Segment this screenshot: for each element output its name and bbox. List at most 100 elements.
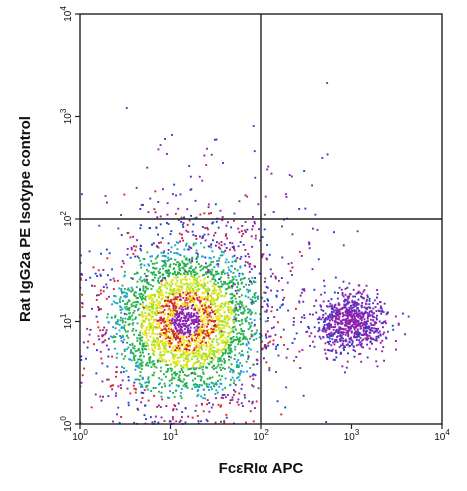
- event-dot: [350, 325, 353, 327]
- event-dot: [158, 272, 160, 274]
- event-dot: [326, 334, 328, 336]
- event-dot: [89, 328, 92, 331]
- event-dot: [249, 326, 252, 329]
- event-dot: [188, 246, 191, 249]
- event-dot: [114, 314, 117, 317]
- event-dot: [213, 286, 216, 289]
- event-dot: [374, 322, 377, 325]
- event-dot: [344, 338, 347, 341]
- event-dot: [240, 328, 243, 330]
- event-dot: [167, 299, 170, 302]
- event-dot: [157, 201, 160, 203]
- event-dot: [264, 277, 267, 280]
- event-dot: [332, 315, 335, 317]
- event-dot: [139, 371, 142, 373]
- event-dot: [177, 325, 180, 328]
- event-dot: [328, 337, 331, 340]
- event-dot: [301, 288, 304, 291]
- event-dot: [355, 310, 358, 313]
- event-dot: [215, 315, 217, 318]
- event-dot: [133, 309, 136, 312]
- event-dot: [219, 209, 222, 212]
- event-dot: [339, 312, 342, 315]
- event-dot: [195, 367, 198, 369]
- event-dot: [236, 257, 239, 259]
- event-dot: [119, 309, 122, 311]
- event-dot: [223, 315, 226, 318]
- event-dot: [172, 272, 174, 275]
- event-dot: [194, 286, 197, 289]
- event-dot: [173, 372, 175, 375]
- event-dot: [348, 306, 351, 309]
- event-dot: [147, 263, 150, 266]
- event-dot: [230, 363, 233, 366]
- event-dot: [210, 361, 213, 364]
- event-dot: [171, 376, 174, 379]
- event-dot: [183, 265, 186, 268]
- event-dot: [170, 230, 173, 233]
- event-dot: [319, 337, 322, 340]
- event-dot: [223, 346, 226, 349]
- event-dot: [154, 295, 156, 298]
- event-dot: [323, 324, 326, 326]
- event-dot: [217, 403, 220, 406]
- event-dot: [344, 328, 347, 331]
- event-dot: [179, 319, 181, 322]
- event-dot: [368, 299, 371, 302]
- event-dot: [163, 328, 166, 330]
- event-dot: [189, 314, 192, 317]
- event-dot: [87, 340, 90, 343]
- event-dot: [361, 339, 364, 342]
- event-dot: [119, 335, 121, 337]
- event-dot: [203, 363, 205, 365]
- event-dot: [161, 386, 163, 389]
- event-dot: [334, 340, 337, 343]
- event-dot: [351, 306, 354, 309]
- event-dot: [220, 273, 223, 275]
- event-dot: [195, 257, 198, 260]
- event-dot: [340, 322, 342, 325]
- event-dot: [291, 274, 293, 276]
- event-dot: [285, 356, 288, 359]
- event-dot: [352, 313, 355, 316]
- event-dot: [132, 235, 134, 238]
- event-dot: [369, 336, 372, 339]
- event-dot: [365, 307, 367, 310]
- event-dot: [303, 289, 306, 292]
- event-dot: [140, 339, 142, 342]
- event-dot: [253, 222, 256, 225]
- event-dot: [285, 193, 287, 196]
- event-dot: [141, 279, 144, 282]
- event-dot: [247, 340, 250, 343]
- event-dot: [228, 325, 230, 328]
- event-dot: [237, 372, 240, 375]
- event-dot: [180, 285, 183, 288]
- event-dot: [198, 315, 200, 318]
- event-dot: [368, 331, 371, 334]
- event-dot: [220, 335, 223, 338]
- event-dot: [174, 320, 176, 323]
- event-dot: [220, 328, 223, 331]
- event-dot: [149, 357, 151, 360]
- event-dot: [203, 302, 205, 305]
- event-dot: [202, 285, 205, 288]
- event-dot: [333, 291, 336, 294]
- event-dot: [265, 347, 267, 350]
- event-dot: [160, 282, 163, 285]
- event-dot: [199, 296, 202, 299]
- event-dot: [251, 334, 254, 337]
- event-dot: [114, 327, 117, 330]
- event-dot: [229, 384, 231, 387]
- event-dot: [215, 371, 218, 374]
- event-dot: [223, 348, 225, 351]
- y-tick-label: 101: [59, 313, 74, 329]
- event-dot: [102, 334, 105, 337]
- event-dot: [158, 296, 161, 299]
- event-dot: [347, 352, 349, 355]
- event-dot: [134, 291, 136, 294]
- event-dot: [247, 296, 250, 299]
- event-dot: [270, 289, 272, 292]
- event-dot: [235, 259, 237, 262]
- event-dot: [156, 360, 159, 363]
- event-dot: [208, 410, 211, 413]
